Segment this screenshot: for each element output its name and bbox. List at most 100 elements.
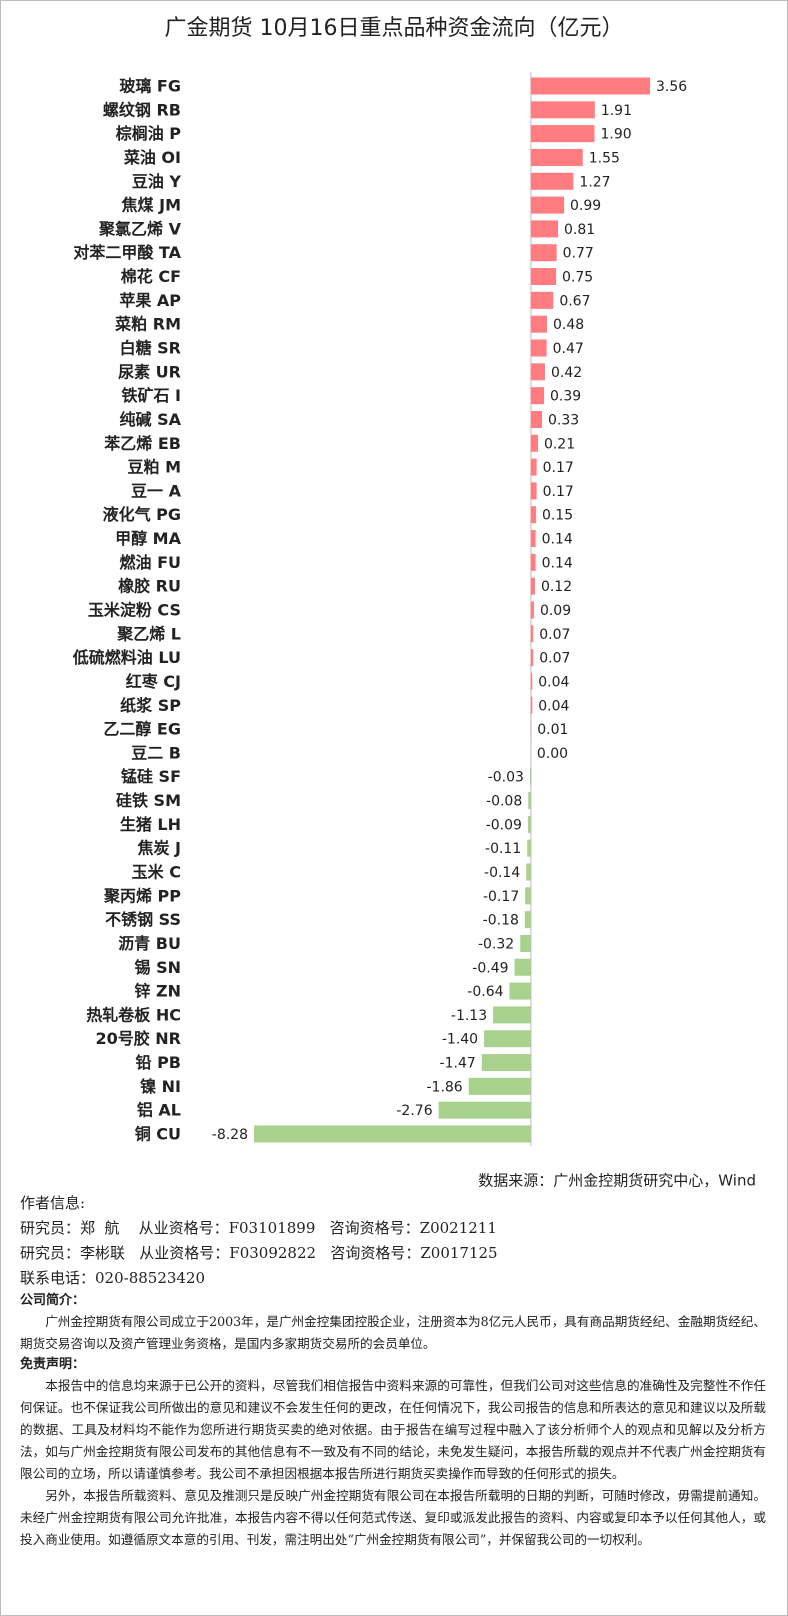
bar [530,339,547,357]
value-label: 0.42 [551,365,582,381]
value-label: 0.81 [564,222,595,238]
disclaimer-paragraph: 另外，本报告所载资料、意见及推测只是反映广州金控期货有限公司在本报告所载明的日期… [20,1488,766,1547]
value-label: 1.27 [579,174,610,190]
category-label: 铝 AL [137,1101,181,1120]
bar [520,934,531,952]
category-label: 白糖 SR [120,339,181,358]
bar [527,839,531,857]
value-label: 0.17 [543,460,574,476]
value-label: -2.76 [396,1103,432,1119]
category-label: 纯碱 SA [120,410,182,429]
value-label: -8.28 [212,1127,248,1143]
value-label: 0.47 [553,341,584,357]
category-label: 硅铁 SM [116,791,181,810]
value-label: 0.48 [553,317,584,333]
category-label: 橡胶 RU [118,577,181,596]
category-label: 锰硅 SF [121,767,181,786]
value-label: 1.55 [589,150,620,166]
bar [530,530,536,548]
author-heading: 作者信息: [20,1194,86,1212]
source: 数据来源：广州金控期货研究中心，Wind [478,1172,756,1190]
category-label: 铅 PB [136,1053,182,1072]
value-label: -0.08 [486,794,522,810]
value-label: 0.39 [550,389,581,405]
category-label: 玻璃 FG [119,77,181,96]
value-label: -0.32 [478,936,514,952]
value-label: 1.91 [601,103,632,119]
category-label: 热轧卷板 HC [86,1005,181,1024]
category-label: 红枣 CJ [126,672,181,691]
bar [530,625,534,643]
bar [530,101,595,119]
chart-title: 广金期货 10月16日重点品种资金流向（亿元） [165,16,624,41]
bar [438,1101,531,1119]
bar [524,911,531,929]
disclaimer-paragraph: 本报告中的信息均来源于已公开的资料，尽管我们相信报告中资料来源的可靠性，但我们公… [20,1378,766,1481]
bar [509,982,531,1000]
category-label: 菜油 OI [123,148,181,167]
value-label: -0.17 [483,889,519,905]
bar [530,244,557,262]
category-label: 燃油 FU [120,553,182,572]
value-label: 0.67 [559,293,590,309]
category-label: 苯乙烯 EB [103,434,181,453]
category-label: 乙二醇 EG [103,720,181,739]
bar [528,792,531,810]
category-label: 棕榈油 P [116,124,182,143]
value-label: -0.18 [483,913,519,929]
value-label: -0.64 [467,984,503,1000]
category-label: 纸浆 SP [120,696,181,715]
company-heading: 公司简介： [20,1293,86,1308]
value-label: -1.47 [440,1056,476,1072]
phone: 联系电话：020-88523420 [20,1269,206,1287]
category-label: 焦煤 JM [121,196,181,215]
value-label: 0.75 [562,270,593,286]
bar [484,1030,531,1048]
bar [530,649,534,667]
bar [530,268,557,286]
bar [530,77,650,95]
category-label: 尿素 UR [118,362,181,381]
value-label: 0.00 [537,746,568,762]
disclaimer-heading: 免责声明： [20,1357,86,1372]
bar [530,506,536,524]
value-label: 0.21 [544,436,575,452]
bar [530,196,565,214]
value-label: 0.14 [542,555,573,571]
value-label: -0.09 [486,817,522,833]
value-label: 0.07 [539,627,570,643]
bar [530,315,547,333]
bar [530,172,574,190]
bar [530,577,535,595]
value-label: 3.56 [656,79,687,95]
bar [530,387,544,405]
category-label: 苹果 AP [119,291,181,310]
category-label: 豆油 Y [132,172,182,191]
value-label: -0.49 [472,960,508,976]
category-label: 生猪 LH [120,815,181,834]
category-label: 玉米淀粉 CS [88,601,181,620]
bar [525,887,531,905]
value-label: 0.09 [540,603,571,619]
bar [514,958,531,976]
value-label: 0.04 [538,674,569,690]
value-label: 0.12 [541,579,572,595]
bar [530,410,542,428]
bar [530,148,583,166]
category-label: 玉米 C [132,863,181,882]
researcher: 研究员：李彬联 从业资格号：F03092822 咨询资格号：Z0017125 [20,1244,498,1262]
chart: 广金期货 10月16日重点品种资金流向（亿元） 数据来源：广州金控期货研究中心，… [72,16,756,1190]
value-label: 0.15 [542,508,573,524]
value-label: 0.77 [563,246,594,262]
category-label: 铁矿石 I [121,386,181,405]
category-label: 铜 CU [135,1125,181,1144]
value-label: 0.14 [542,532,573,548]
category-label: 对苯二甲酸 TA [73,243,181,262]
category-label: 聚丙烯 PP [103,886,181,905]
category-label: 沥青 BU [118,934,181,953]
category-label: 液化气 PG [103,505,181,524]
bar [530,220,559,238]
category-label: 豆一 A [131,481,182,500]
value-label: -0.14 [484,865,520,881]
researcher: 研究员：郑 航 从业资格号：F03101899 咨询资格号：Z0021211 [20,1219,497,1237]
